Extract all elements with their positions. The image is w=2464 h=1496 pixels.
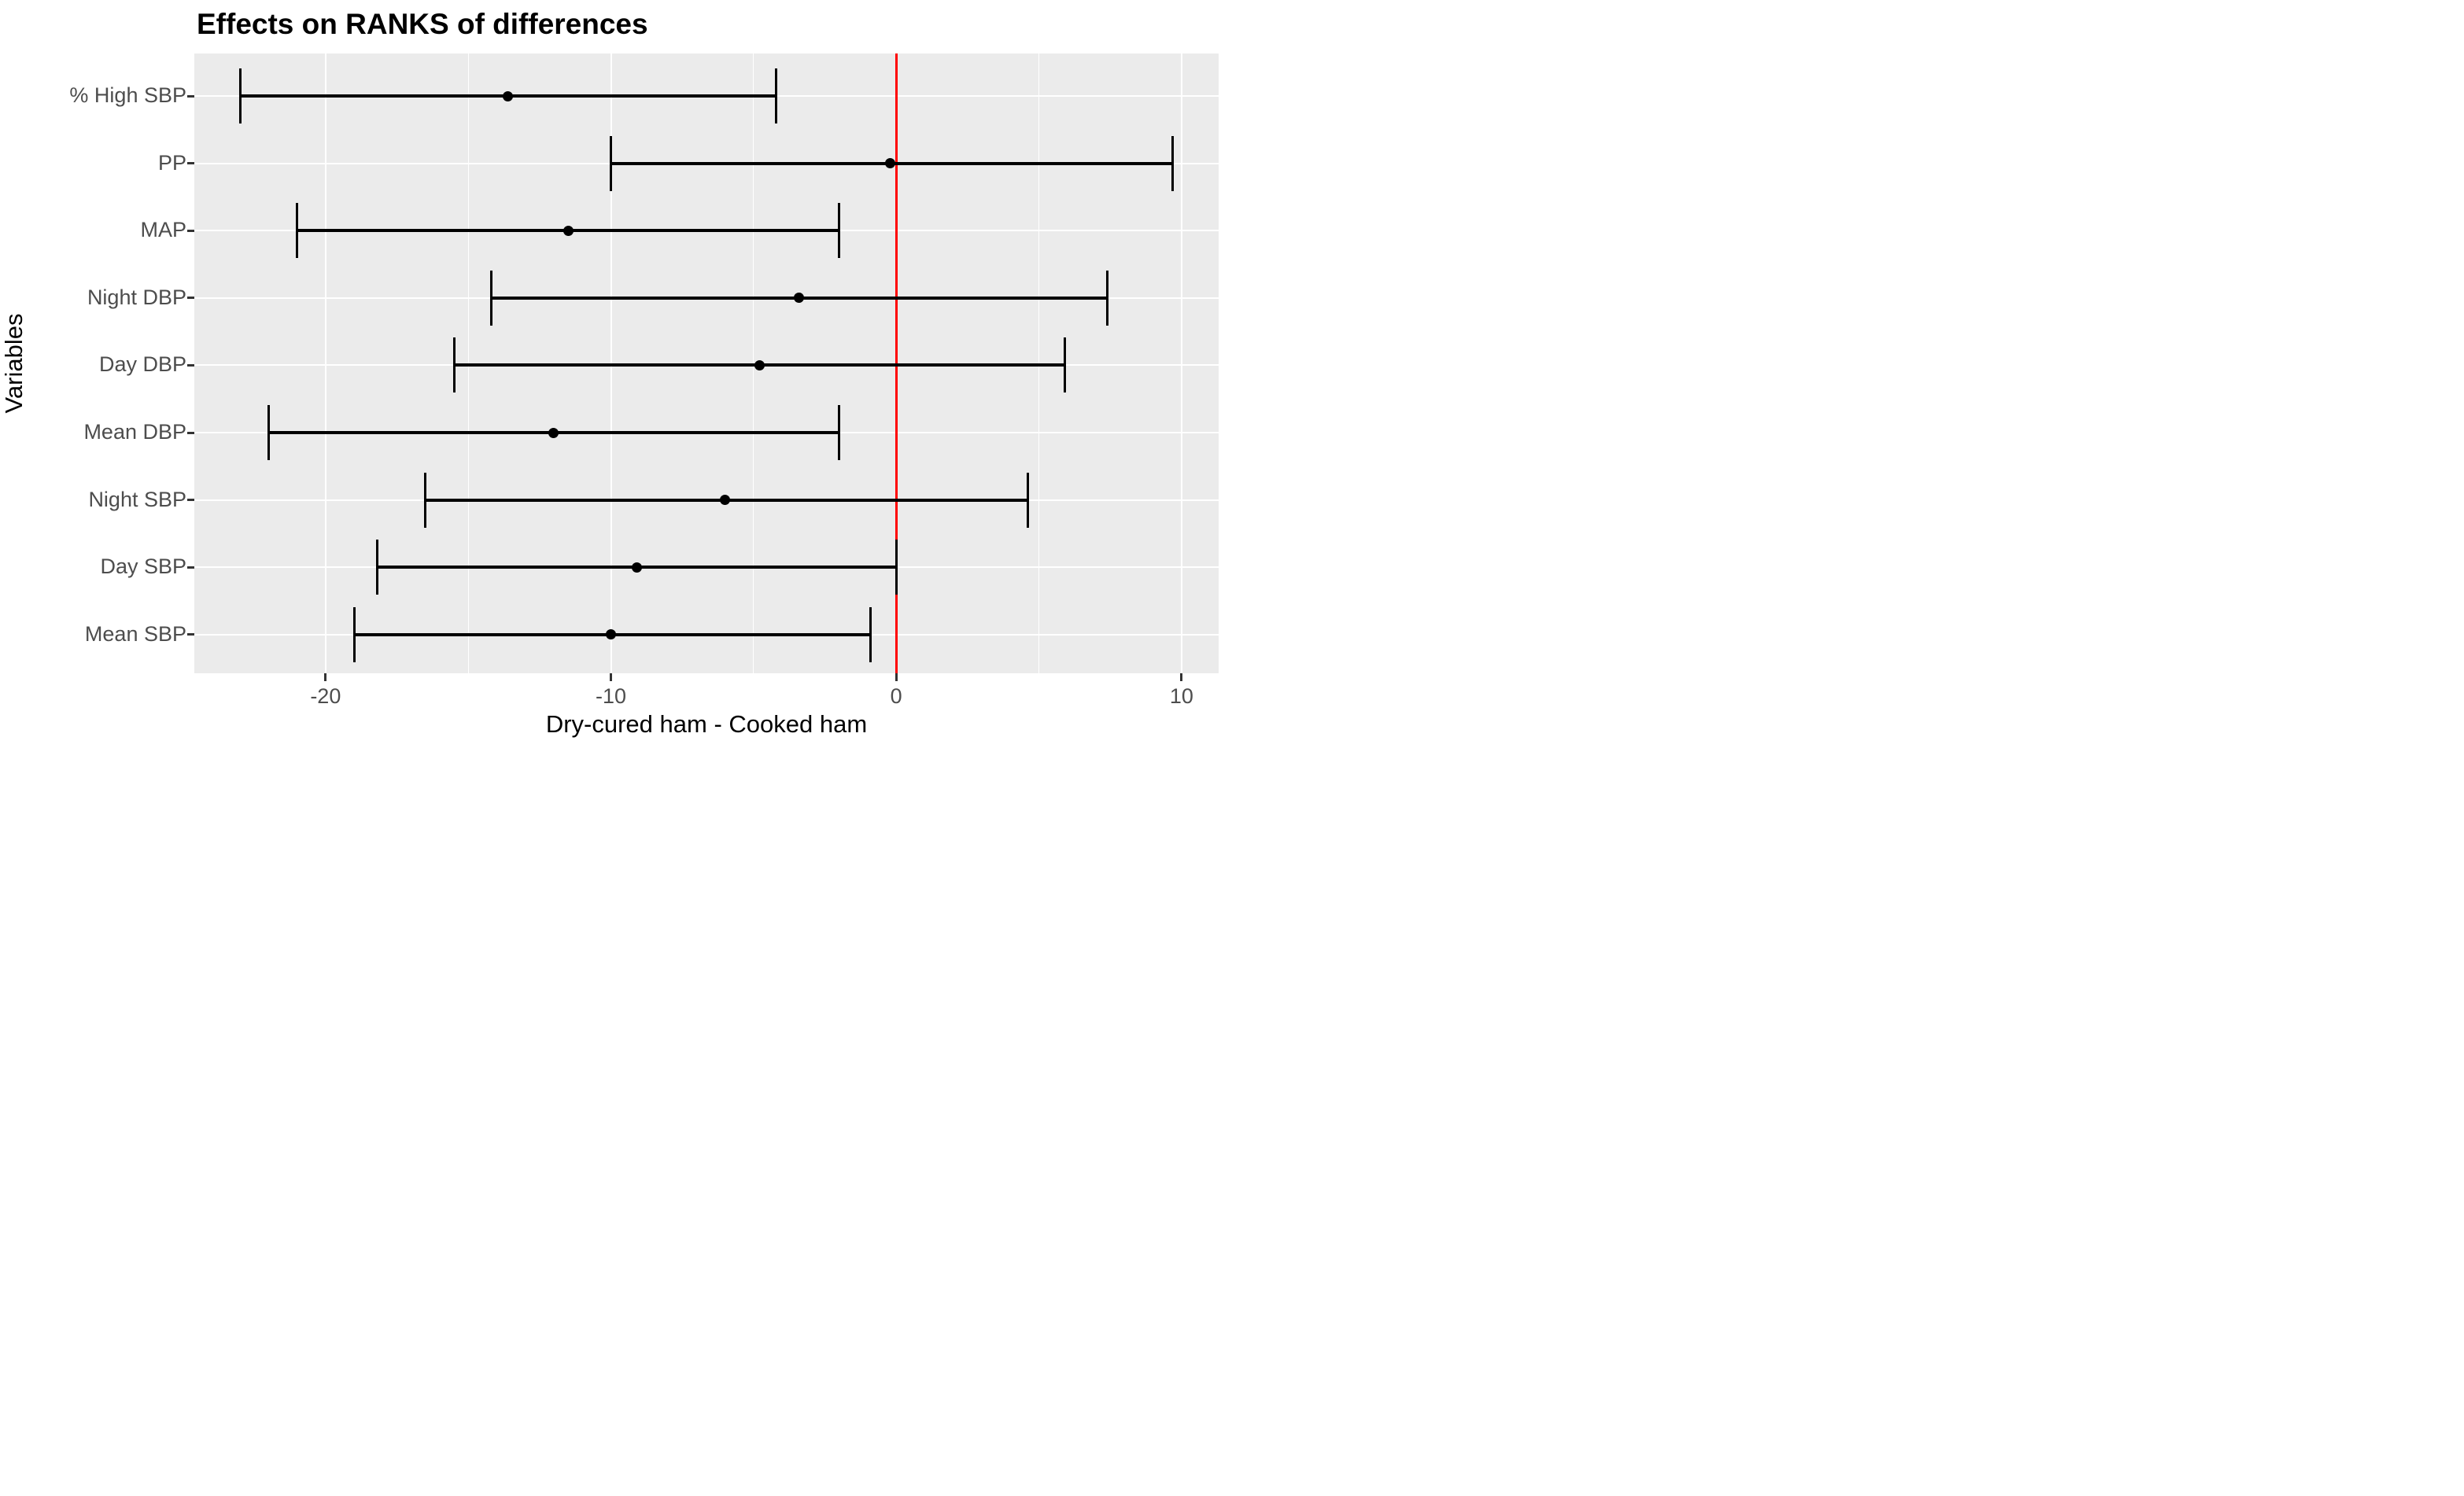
y-tick-mark bbox=[187, 162, 194, 165]
y-tick-label: MAP bbox=[140, 218, 186, 242]
point-estimate bbox=[794, 293, 805, 304]
x-tick-mark bbox=[610, 673, 612, 681]
error-bar-row bbox=[194, 53, 1219, 673]
y-tick-label: Day DBP bbox=[98, 352, 186, 377]
y-tick-label: PP bbox=[157, 150, 186, 175]
ci-upper-cap bbox=[1106, 270, 1109, 326]
x-axis-title: Dry-cured ham - Cooked ham bbox=[545, 710, 868, 738]
major-gridline bbox=[610, 53, 612, 673]
y-tick-label: % High SBP bbox=[69, 83, 186, 107]
ci-lower-cap bbox=[610, 135, 612, 191]
point-estimate bbox=[754, 359, 765, 370]
point-estimate bbox=[563, 225, 574, 236]
ci-lower-cap bbox=[352, 606, 356, 662]
ci-upper-cap bbox=[869, 606, 872, 662]
y-tick-label: Night DBP bbox=[87, 285, 186, 309]
point-estimate bbox=[548, 427, 559, 438]
point-estimate bbox=[606, 629, 616, 640]
error-bar-row bbox=[194, 53, 1219, 673]
ci-upper-cap bbox=[1171, 135, 1175, 191]
minor-gridline bbox=[753, 53, 754, 673]
ci-lower-cap bbox=[267, 405, 270, 460]
x-tick-label: 10 bbox=[1169, 684, 1193, 708]
ci-lower-cap bbox=[424, 472, 427, 528]
ci-upper-cap bbox=[838, 405, 841, 460]
error-bar-row bbox=[194, 53, 1219, 673]
error-bar-row bbox=[194, 53, 1219, 673]
y-tick-mark bbox=[187, 499, 194, 502]
error-bar-row bbox=[194, 53, 1219, 673]
x-tick-label: 0 bbox=[890, 684, 902, 708]
y-tick-mark bbox=[187, 566, 194, 569]
ci-lower-cap bbox=[238, 68, 242, 123]
point-estimate bbox=[885, 158, 896, 169]
error-bar-row bbox=[194, 53, 1219, 673]
error-bar-row bbox=[194, 53, 1219, 673]
ci-upper-cap bbox=[1026, 472, 1029, 528]
x-tick-mark bbox=[1180, 673, 1183, 681]
ci-lower-cap bbox=[452, 337, 456, 393]
y-tick-label: Mean DBP bbox=[83, 420, 186, 444]
chart-panel bbox=[194, 53, 1219, 673]
minor-gridline bbox=[1038, 53, 1039, 673]
ci-upper-cap bbox=[775, 68, 778, 123]
y-tick-mark bbox=[187, 633, 194, 636]
major-gridline bbox=[1180, 53, 1182, 673]
error-bar-row bbox=[194, 53, 1219, 673]
point-estimate bbox=[720, 495, 731, 506]
point-estimate bbox=[503, 90, 514, 101]
ci-upper-cap bbox=[1063, 337, 1066, 393]
major-gridline bbox=[324, 53, 326, 673]
x-tick-label: -10 bbox=[595, 684, 627, 708]
y-tick-mark bbox=[187, 363, 194, 367]
y-tick-mark bbox=[187, 297, 194, 300]
y-tick-mark bbox=[187, 431, 194, 434]
plot-title: Effects on RANKS of differences bbox=[197, 8, 648, 40]
ci-lower-cap bbox=[375, 540, 378, 595]
x-tick-label: -20 bbox=[310, 684, 341, 708]
y-tick-label: Night SBP bbox=[88, 487, 186, 511]
y-tick-label: Day SBP bbox=[100, 555, 186, 579]
y-tick-mark bbox=[187, 229, 194, 232]
point-estimate bbox=[631, 562, 642, 573]
ci-lower-cap bbox=[296, 203, 299, 259]
ci-upper-cap bbox=[838, 203, 841, 259]
error-bar-row bbox=[194, 53, 1219, 673]
y-tick-label: Mean SBP bbox=[84, 621, 186, 646]
y-tick-mark bbox=[187, 94, 194, 98]
x-tick-mark bbox=[894, 673, 898, 681]
ci-upper-cap bbox=[894, 540, 898, 595]
y-axis-title: Variables bbox=[0, 313, 28, 414]
x-tick-mark bbox=[324, 673, 327, 681]
minor-gridline bbox=[467, 53, 469, 673]
ci-lower-cap bbox=[489, 270, 492, 326]
forest-plot-figure: Effects on RANKS of differences % High S… bbox=[0, 0, 1232, 748]
zero-reference-line bbox=[894, 53, 898, 673]
